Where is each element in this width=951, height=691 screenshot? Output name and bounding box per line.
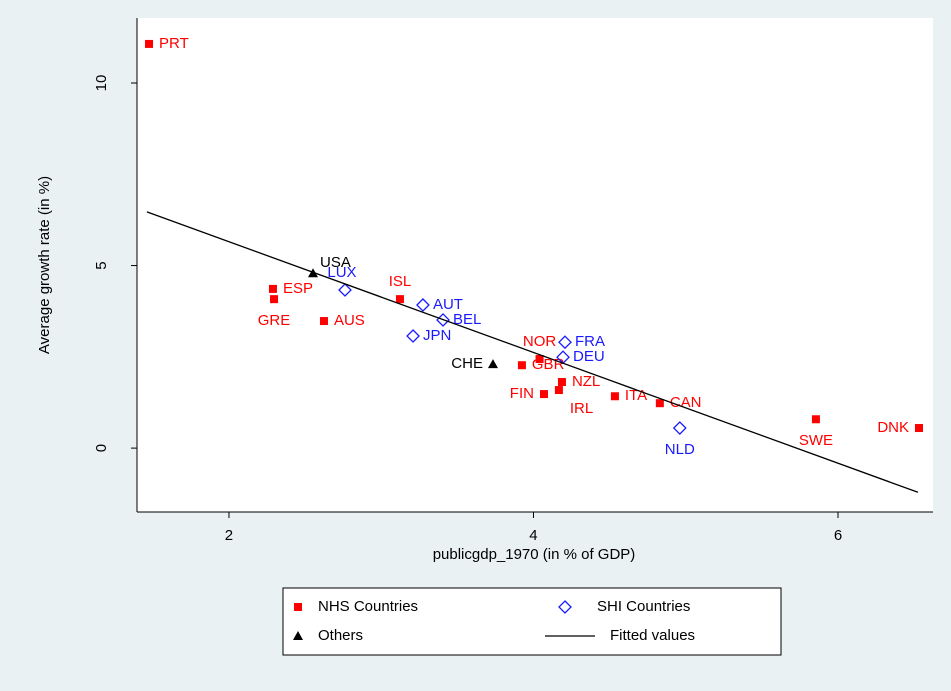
marker-square [554, 386, 563, 395]
point-label: AUS [334, 312, 365, 329]
x-tick-label: 6 [834, 527, 842, 544]
point-label: GRE [258, 312, 291, 329]
y-tick-label: 5 [93, 261, 110, 269]
point-label: FIN [510, 385, 534, 402]
marker-square [268, 284, 277, 293]
marker-square [610, 392, 619, 401]
marker-diamond [558, 335, 572, 350]
point-label: DEU [573, 348, 605, 365]
y-axis-title: Average growth rate (in %) [36, 176, 53, 354]
fitted-line [146, 211, 919, 493]
marker-square [539, 390, 548, 399]
marker-diamond [672, 421, 687, 435]
legend-label: Others [318, 627, 363, 644]
point-label: NZL [572, 373, 600, 390]
point-label: ISL [389, 273, 412, 290]
point-label: DNK [877, 419, 909, 436]
marker-square [914, 424, 923, 433]
point-label: USA [320, 254, 351, 271]
marker-square [395, 295, 404, 304]
x-axis-title: publicgdp_1970 (in % of GDP) [433, 546, 636, 563]
marker-triangle [487, 359, 498, 369]
marker-square [145, 39, 154, 48]
point-label: NOR [523, 333, 557, 350]
marker-diamond [406, 329, 420, 343]
point-label: CAN [670, 394, 702, 411]
marker-square [270, 295, 279, 304]
x-tick-label: 4 [529, 527, 537, 544]
point-label: ESP [283, 280, 313, 297]
marker-square [294, 603, 302, 611]
legend-label: Fitted values [610, 627, 695, 644]
marker-square [655, 399, 664, 408]
marker-square [517, 361, 526, 370]
point-label: FRA [575, 333, 605, 350]
legend-box [282, 587, 782, 656]
marker-diamond [558, 600, 572, 614]
y-tick-label: 0 [93, 444, 110, 452]
point-label: LUX [327, 264, 356, 281]
point-label: JPN [423, 327, 451, 344]
y-tick-label: 10 [93, 75, 110, 92]
point-label: SWE [799, 432, 833, 449]
plot-area [137, 18, 933, 512]
legend-label: NHS Countries [318, 598, 418, 615]
legend-label: SHI Countries [597, 598, 690, 615]
point-label: GBR [532, 356, 565, 373]
point-label: NLD [665, 441, 695, 458]
point-label: AUT [433, 296, 463, 313]
marker-square [557, 378, 566, 387]
x-tick-label: 2 [225, 527, 233, 544]
marker-square [535, 355, 544, 364]
marker-square [319, 317, 328, 326]
marker-triangle [293, 631, 303, 640]
point-label: IRL [570, 400, 593, 417]
marker-diamond [416, 298, 430, 312]
point-label: BEL [453, 311, 481, 328]
point-label: PRT [159, 35, 189, 52]
point-label: CHE [451, 355, 483, 372]
marker-diamond [338, 283, 352, 297]
marker-square [811, 415, 820, 424]
